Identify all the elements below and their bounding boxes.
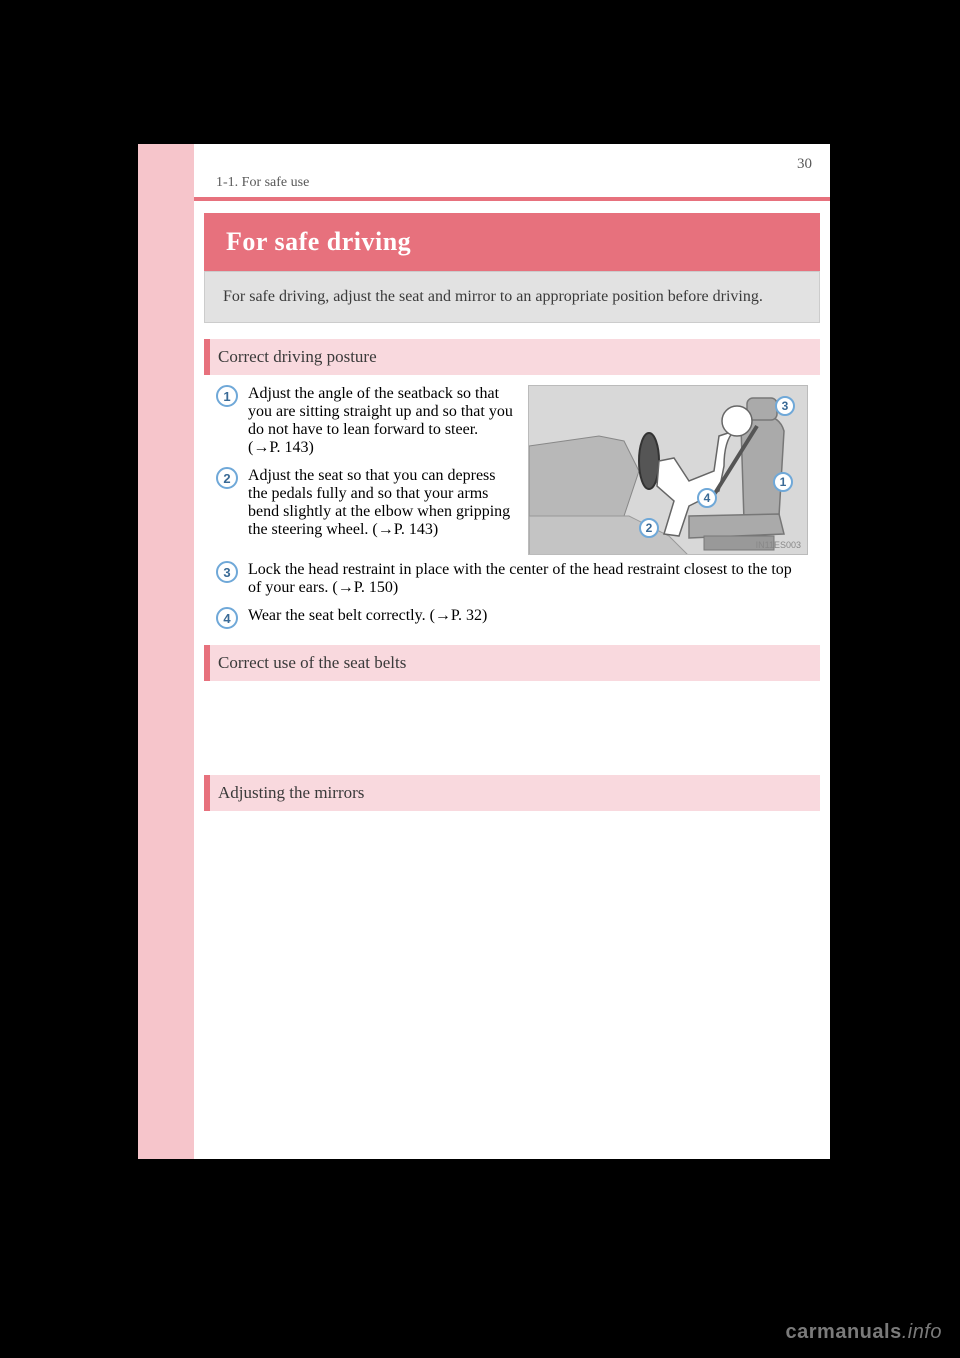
posture-item-text: Adjust the seat so that you can depress … [248,467,514,539]
content-area: 30 1-1. For safe use For safe driving Fo… [194,144,830,1159]
posture-two-col: 1 Adjust the angle of the seatback so th… [194,375,830,555]
illustration-code: IN11ES003 [756,540,801,550]
posture-item-text: Adjust the angle of the seatback so that… [248,385,514,457]
posture-illustration: 1 2 3 4 IN11ES003 [528,385,808,555]
divider-rule [194,197,830,201]
posture-below-items: 3 Lock the head restraint in place with … [194,555,830,629]
section-heading-mirrors: Adjusting the mirrors [204,775,820,811]
posture-right-column: 1 2 3 4 IN11ES003 [528,385,808,555]
breadcrumb: 1-1. For safe use [194,173,830,191]
page-number: 30 [194,144,830,173]
intro-box: For safe driving, adjust the seat and mi… [204,271,820,323]
posture-item-text: Wear the seat belt correctly. (→P. 32) [248,607,808,625]
circled-number-icon: 1 [216,385,238,407]
watermark-suffix: .info [902,1321,942,1343]
posture-item: 1 Adjust the angle of the seatback so th… [216,385,514,457]
watermark-prefix: carmanuals [786,1321,902,1343]
circled-number-icon: 3 [216,561,238,583]
posture-item-text: Lock the head restraint in place with th… [248,561,808,597]
mirrors-body: Make sure that you can see backward clea… [194,811,830,866]
posture-item: 4 Wear the seat belt correctly. (→P. 32) [216,607,808,629]
page-title: For safe driving [204,213,820,271]
circled-number-icon: 4 [216,607,238,629]
seatbelt-body: Make sure that all occupants are wearing… [194,681,830,759]
section-heading-seatbelt: Correct use of the seat belts [204,645,820,681]
posture-left-column: 1 Adjust the angle of the seatback so th… [216,385,514,555]
sidebar-tab [138,144,194,1159]
posture-item: 3 Lock the head restraint in place with … [216,561,808,597]
circled-number-icon: 2 [216,467,238,489]
watermark: carmanuals.info [786,1321,942,1344]
page-container: 30 1-1. For safe use For safe driving Fo… [0,0,960,1358]
section-heading-posture: Correct driving posture [204,339,820,375]
posture-item: 2 Adjust the seat so that you can depres… [216,467,514,539]
seat-driver-svg [529,386,808,555]
